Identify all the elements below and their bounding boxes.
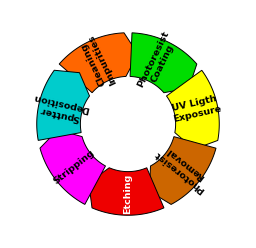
- Text: Cleaning
Impurities: Cleaning Impurities: [77, 33, 119, 90]
- Text: Etching: Etching: [123, 173, 133, 214]
- Polygon shape: [40, 130, 105, 204]
- Text: Sputter
Deposition: Sputter Deposition: [30, 93, 90, 124]
- Text: Photoresist
Coating: Photoresist Coating: [136, 30, 180, 93]
- Text: UV Ligth
Exposure: UV Ligth Exposure: [169, 94, 222, 124]
- Text: Stripping: Stripping: [51, 148, 96, 186]
- Polygon shape: [150, 137, 216, 204]
- Polygon shape: [89, 168, 164, 215]
- Polygon shape: [130, 33, 197, 93]
- Polygon shape: [166, 70, 219, 149]
- Polygon shape: [59, 33, 138, 93]
- Text: Photoresist
Removal: Photoresist Removal: [152, 141, 212, 194]
- Polygon shape: [37, 70, 90, 140]
